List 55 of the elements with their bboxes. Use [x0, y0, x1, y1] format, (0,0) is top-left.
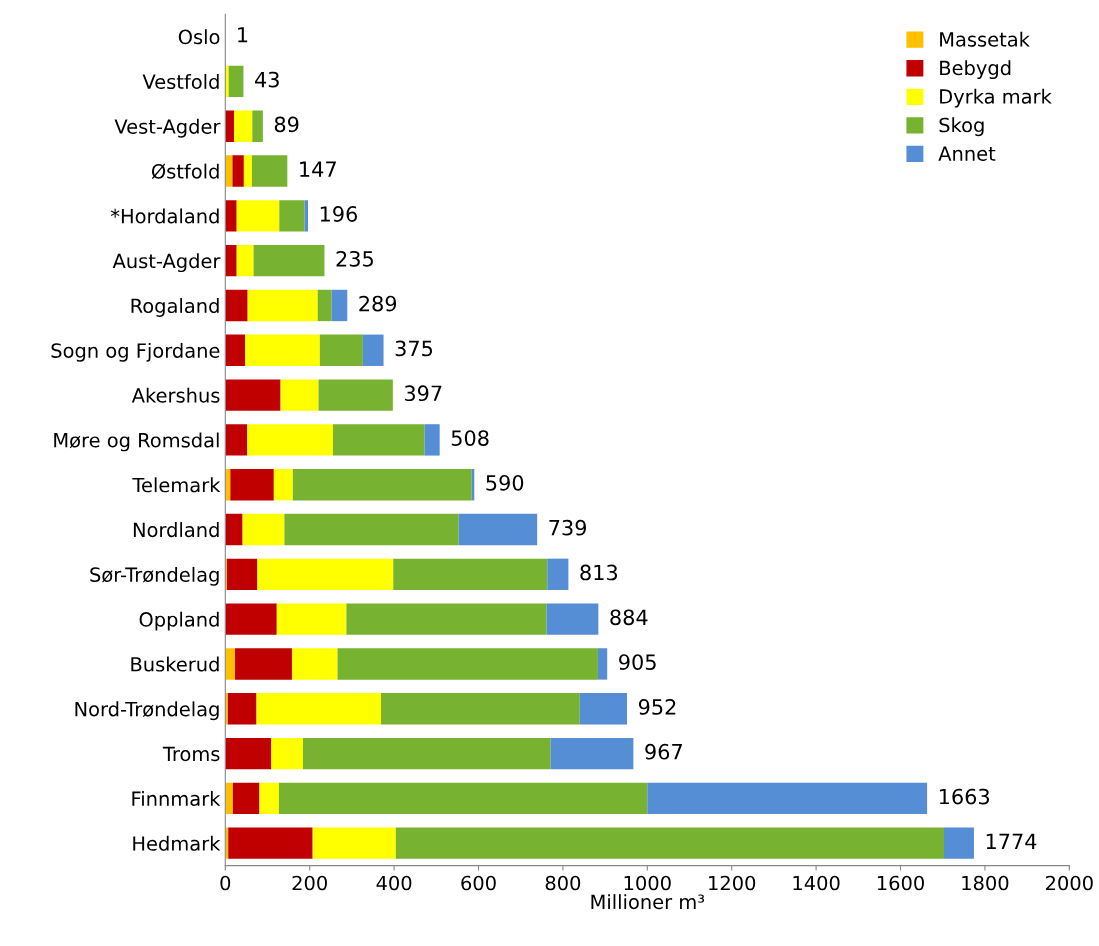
legend-label: Massetak [940, 31, 1030, 47]
total-label: 739 [549, 519, 587, 536]
total-label: 196 [320, 206, 358, 222]
x-tick-label: 1200 [709, 875, 756, 891]
x-tick-label: 400 [376, 875, 412, 891]
total-label: 89 [274, 116, 299, 133]
y-tick-label: Rogaland [131, 298, 219, 317]
y-tick-label: Telemark [132, 477, 221, 493]
total-label: 508 [451, 430, 489, 446]
legend-label: Annet [938, 146, 996, 161]
total-label: 1 [238, 27, 248, 43]
x-tick-label: 200 [292, 875, 327, 891]
y-tick-label: Oppland [139, 611, 219, 631]
x-tick-label: 1400 [793, 875, 840, 891]
y-tick-label: Møre og Romsdal [54, 432, 219, 452]
total-label: 397 [404, 385, 442, 402]
y-tick-label: Nordland [133, 522, 219, 538]
total-label: 967 [645, 743, 682, 760]
total-label: 813 [580, 564, 618, 581]
y-tick-label: Akershus [131, 387, 220, 403]
total-label: 1663 [939, 788, 990, 805]
y-tick-label: Nord-Trøndelag [75, 701, 219, 721]
total-label: 905 [619, 654, 656, 670]
y-tick-label: Vestfold [142, 74, 219, 90]
y-tick-label: Sogn og Fjordane [51, 342, 220, 362]
y-tick-label: Aust-Agder [112, 253, 221, 273]
total-label: 952 [638, 699, 676, 715]
y-tick-label: Finnmark [132, 790, 221, 807]
x-tick-label: 2000 [1046, 875, 1093, 891]
y-tick-label: Vest-Agder [114, 118, 221, 138]
total-label: 43 [255, 71, 279, 88]
y-tick-label: *Hordaland [110, 208, 219, 224]
legend-label: Dyrka mark [940, 88, 1052, 108]
y-tick-label: Troms [162, 746, 220, 762]
total-label: 235 [336, 250, 373, 267]
y-tick-label: Buskerud [131, 656, 219, 672]
total-label: 375 [395, 340, 433, 357]
x-tick-label: 1600 [877, 875, 924, 891]
x-axis-title: Millioner m³ [591, 894, 705, 910]
y-tick-label: Østfold [151, 163, 219, 180]
y-tick-label: Oslo [178, 29, 220, 45]
x-tick-label: 0 [220, 875, 231, 891]
total-label: 147 [300, 161, 336, 177]
x-tick-label: 1800 [962, 875, 1009, 891]
x-tick-label: 600 [461, 875, 496, 891]
total-label: 289 [359, 295, 397, 312]
y-tick-label: Hedmark [133, 835, 221, 851]
total-label: 884 [610, 609, 648, 626]
legend-label: Bebygd [940, 60, 1011, 80]
total-label: 1774 [986, 833, 1037, 849]
legend-label: Skog [939, 117, 984, 137]
y-tick-label: Sør-Trøndelag [90, 566, 219, 586]
x-tick-label: 800 [545, 875, 581, 891]
total-label: 590 [486, 474, 524, 491]
x-tick-label: 1000 [624, 875, 671, 891]
